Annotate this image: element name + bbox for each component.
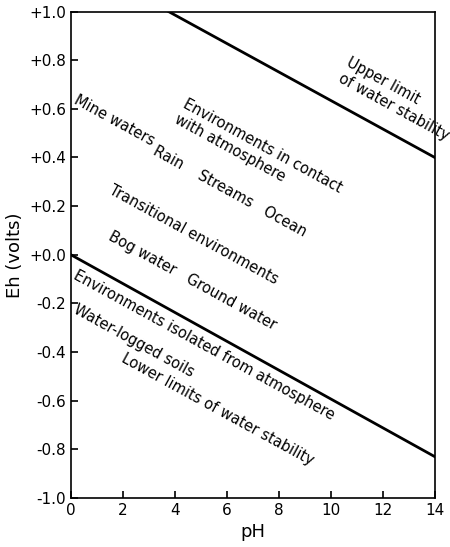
Text: Lower limits of water stability: Lower limits of water stability [119,351,317,468]
Text: Environments in contact
with atmosphere: Environments in contact with atmosphere [172,97,345,211]
Text: Upper limit
of water stability: Upper limit of water stability [336,55,450,143]
Text: Bog water   Ground water: Bog water Ground water [106,229,279,333]
Y-axis label: Eh (volts): Eh (volts) [5,212,23,298]
Text: Environments isolated from atmosphere: Environments isolated from atmosphere [71,267,337,423]
X-axis label: pH: pH [240,523,266,542]
Text: Rain    Streams   Ocean: Rain Streams Ocean [151,144,309,240]
Text: Transitional environments: Transitional environments [106,183,280,287]
Text: Water-logged soils: Water-logged soils [71,302,197,380]
Text: Mine waters: Mine waters [71,92,157,149]
